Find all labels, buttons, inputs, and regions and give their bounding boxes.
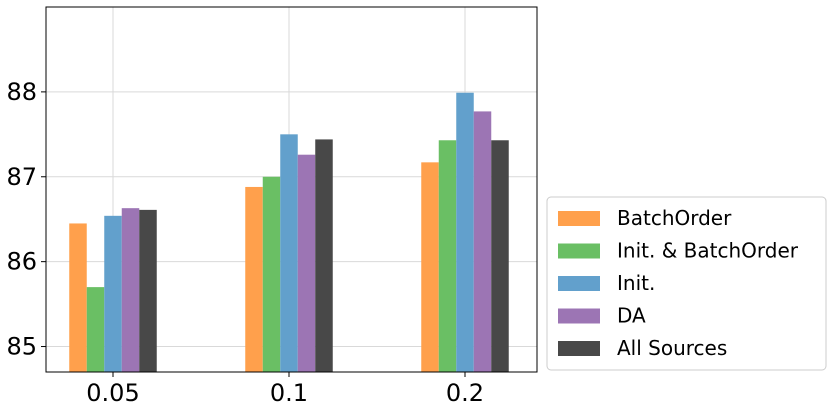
legend-swatch-all-sources xyxy=(558,341,600,356)
bar-da-2 xyxy=(473,111,492,372)
legend-box xyxy=(546,196,827,371)
x-tick-label-1: 0.1 xyxy=(270,379,308,407)
bar-batchorder-2 xyxy=(421,162,439,372)
legend-label-init-batchorder: Init. & BatchOrder xyxy=(617,239,799,263)
bar-init-batchorder-2 xyxy=(438,140,457,372)
bars xyxy=(69,92,509,373)
legend: BatchOrder Init. & BatchOrder Init. DA All S… xyxy=(546,196,827,371)
plot-frame xyxy=(45,6,538,373)
legend-label-da: DA xyxy=(617,304,646,328)
legend-swatch-da xyxy=(558,308,600,324)
legend-swatch-init- xyxy=(558,276,600,291)
bar-batchorder-1 xyxy=(245,186,263,372)
bar-all-sources-2 xyxy=(491,140,509,372)
bar-init--1 xyxy=(280,134,298,372)
legend-swatch-batchorder xyxy=(558,211,600,226)
y-tick-label-2: 87 xyxy=(6,163,37,191)
bar-all-sources-1 xyxy=(315,139,333,372)
y-tick-label-3: 88 xyxy=(6,78,37,106)
legend-swatch-init-batchorder xyxy=(558,243,600,259)
tick-labels: 85 86 87 88 0.05 0.1 0.2 xyxy=(6,78,484,407)
bar-all-sources-0 xyxy=(139,209,157,372)
y-tick-label-1: 86 xyxy=(6,248,37,276)
bar-da-0 xyxy=(121,208,140,372)
legend-label-all-sources: All Sources xyxy=(617,336,727,360)
bar-init-batchorder-0 xyxy=(86,287,105,372)
x-tick-label-0: 0.05 xyxy=(86,379,139,407)
legend-label-init-: Init. xyxy=(617,271,655,295)
bar-init-batchorder-1 xyxy=(262,176,281,372)
bar-init--0 xyxy=(104,215,122,372)
bar-da-1 xyxy=(297,154,316,372)
bar-batchorder-0 xyxy=(69,223,87,372)
y-tick-label-0: 85 xyxy=(6,333,37,361)
x-tick-label-2: 0.2 xyxy=(446,379,484,407)
bar-init--2 xyxy=(456,92,474,373)
legend-label-batchorder: BatchOrder xyxy=(617,206,732,230)
